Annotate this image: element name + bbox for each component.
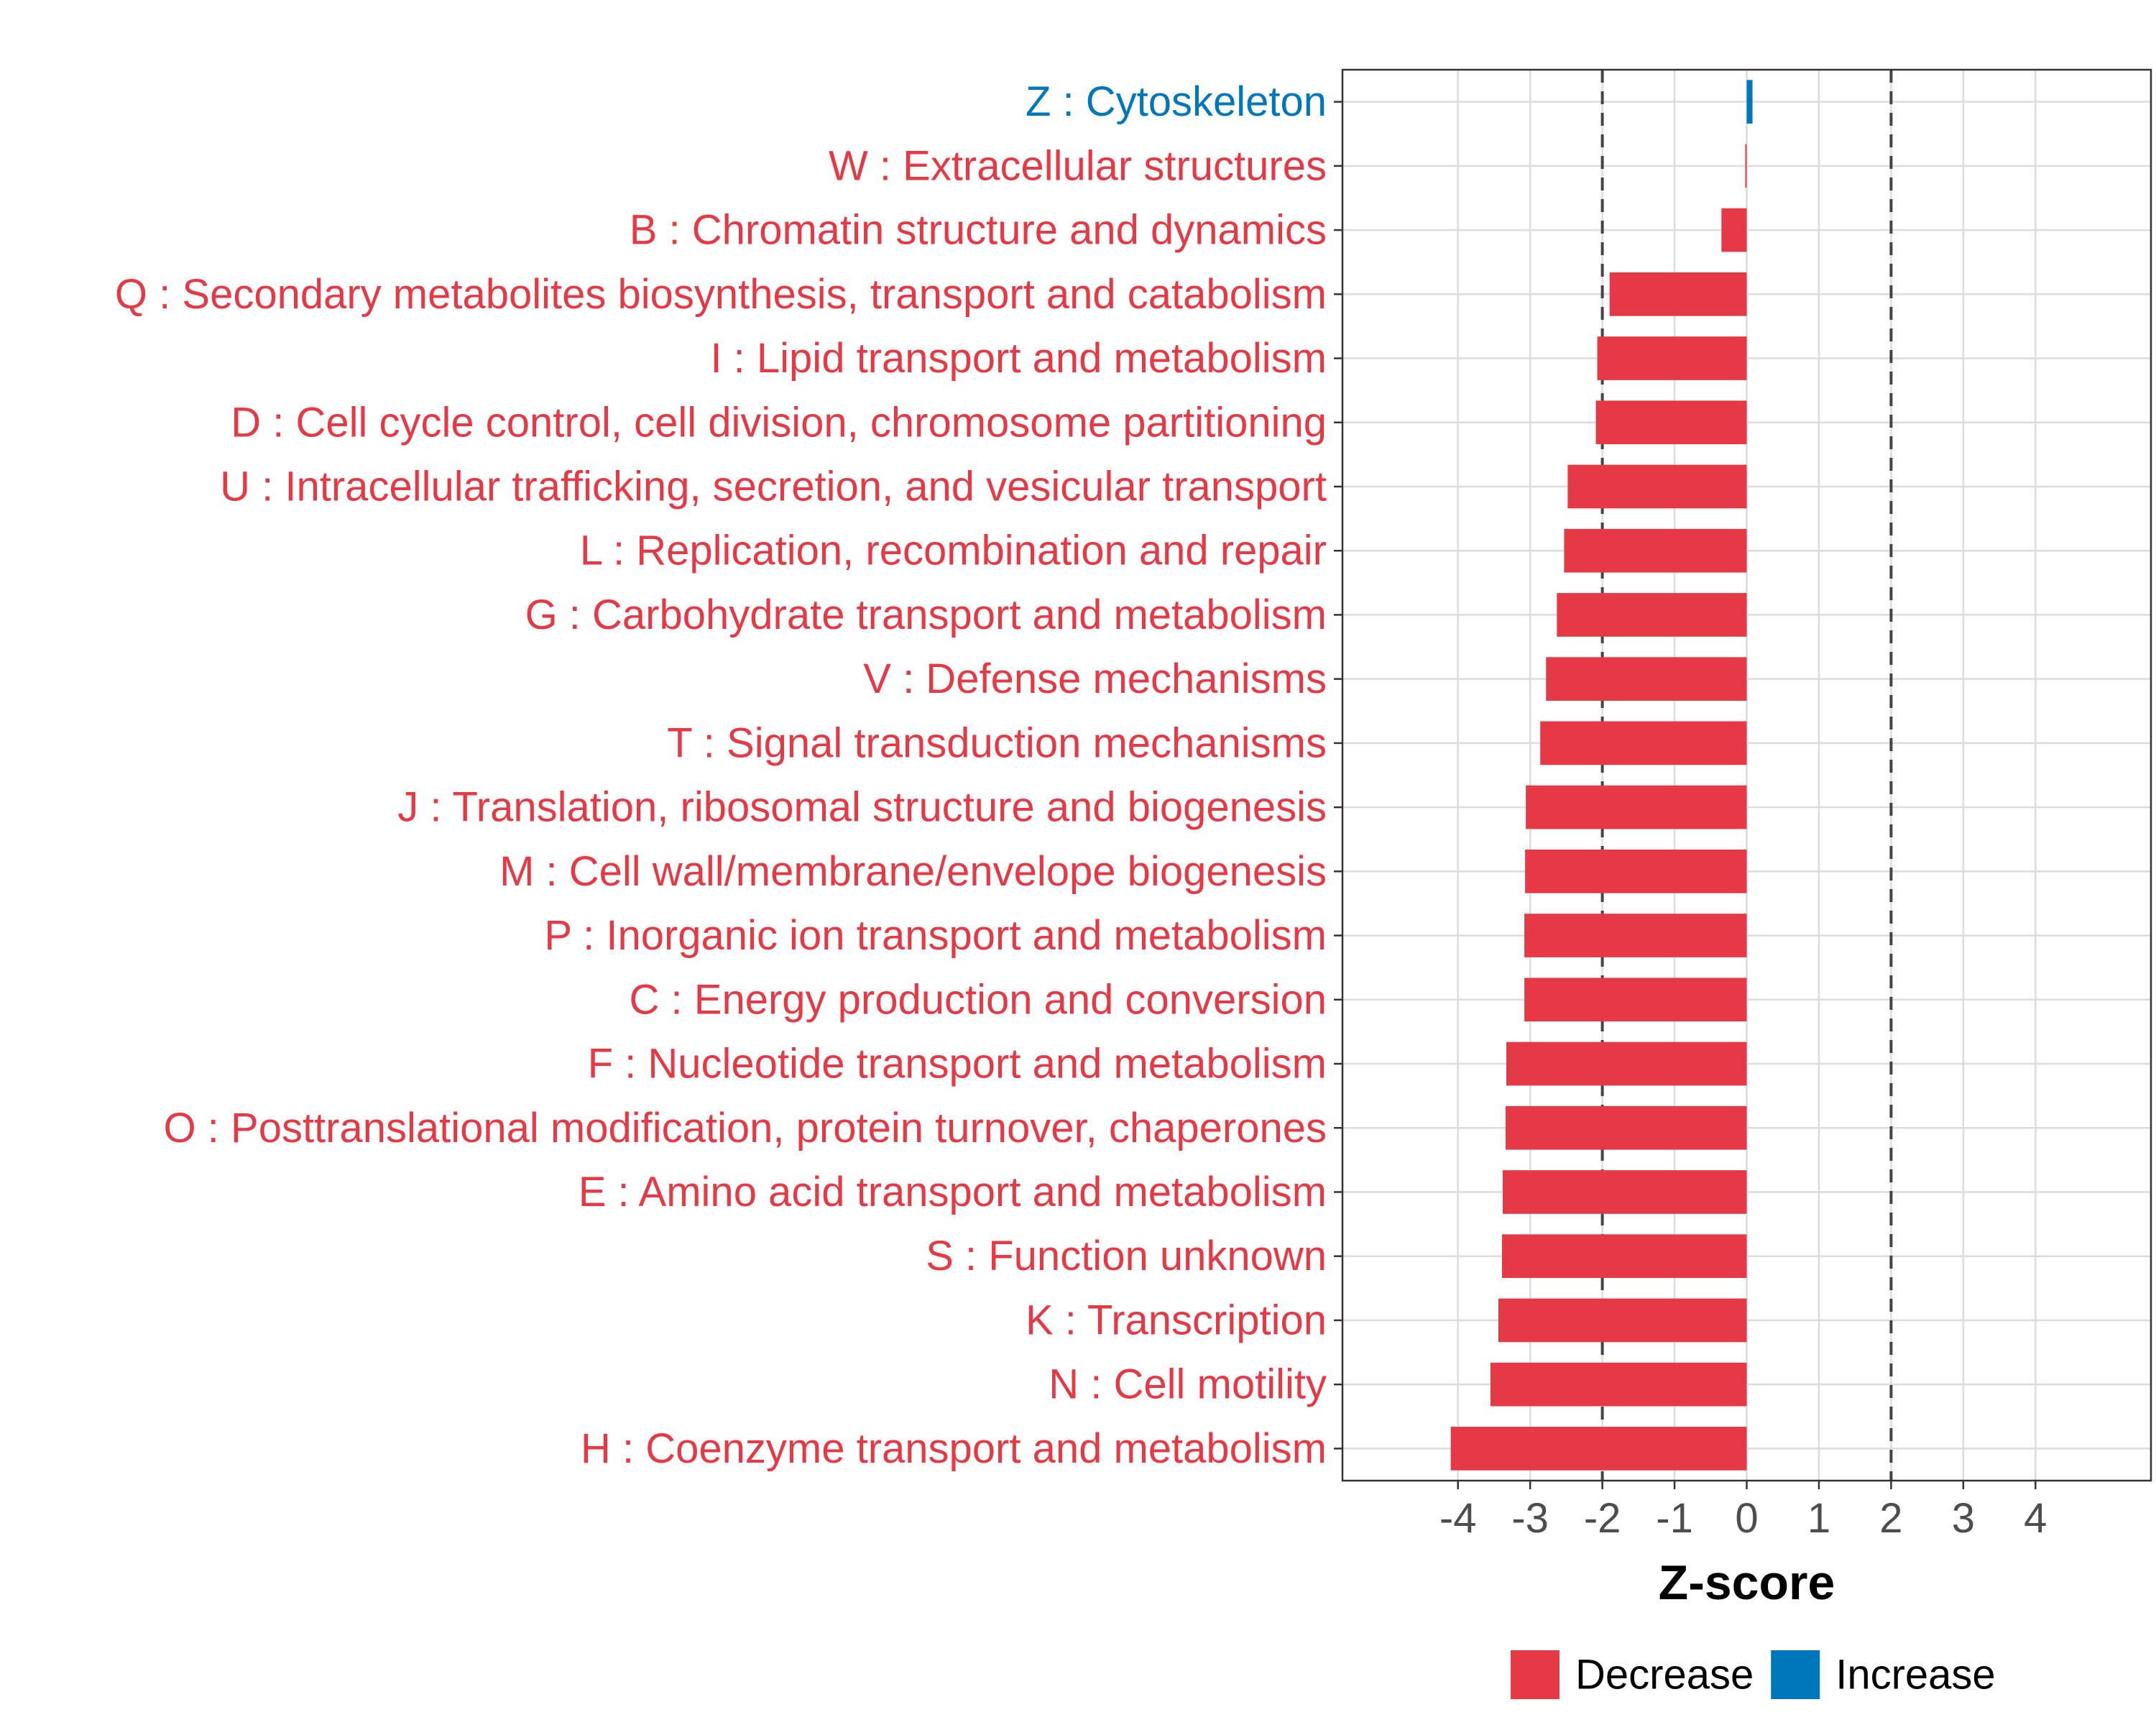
category-label-o-posttranslational-modification-protein-turnover-chaperones: O : Posttranslational modification, prot… <box>164 1105 1327 1151</box>
legend: Decrease Increase <box>1511 1650 1996 1699</box>
x-tick-label: 0 <box>1735 1495 1758 1542</box>
bar-b-chromatin-structure-and-dynamics <box>1721 208 1747 252</box>
x-tick-label: 4 <box>2024 1495 2047 1542</box>
category-label-g-carbohydrate-transport-and-metabolism: G : Carbohydrate transport and metabolis… <box>525 592 1327 638</box>
legend-swatch-decrease <box>1511 1650 1560 1699</box>
x-tick-label: 1 <box>1807 1495 1830 1542</box>
category-label-p-inorganic-ion-transport-and-metabolism: P : Inorganic ion transport and metaboli… <box>544 912 1327 959</box>
category-label-q-secondary-metabolites-biosynthesis-transport-and-catabolism: Q : Secondary metabolites biosynthesis, … <box>115 271 1327 318</box>
bar-s-function-unknown <box>1501 1234 1747 1279</box>
category-label-w-extracellular-structures: W : Extracellular structures <box>829 142 1327 189</box>
bar-u-intracellular-trafficking-secretion-and-vesicular-transport <box>1567 464 1747 509</box>
category-label-t-signal-transduction-mechanisms: T : Signal transduction mechanisms <box>667 719 1327 766</box>
bar-f-nucleotide-transport-and-metabolism <box>1506 1041 1747 1086</box>
x-tick-label: -2 <box>1584 1495 1621 1542</box>
x-tick-label: 3 <box>1952 1495 1975 1542</box>
category-label-z-cytoskeleton: Z : Cytoskeleton <box>1026 78 1327 125</box>
category-label-c-energy-production-and-conversion: C : Energy production and conversion <box>630 976 1327 1023</box>
bar-p-inorganic-ion-transport-and-metabolism <box>1524 914 1747 957</box>
category-label-s-function-unknown: S : Function unknown <box>926 1233 1327 1279</box>
bar-e-amino-acid-transport-and-metabolism <box>1502 1170 1747 1214</box>
bar-w-extracellular-structures <box>1745 144 1747 188</box>
x-tick-label: -1 <box>1656 1495 1693 1542</box>
category-label-k-transcription: K : Transcription <box>1026 1297 1327 1343</box>
bar-i-lipid-transport-and-metabolism <box>1597 336 1747 380</box>
x-axis-ticks: -4 -3 -2 -1 0 1 2 3 4 <box>1439 1481 2047 1542</box>
bar-o-posttranslational-modification-protein-turnover-chaperones <box>1506 1105 1747 1150</box>
legend-label-increase: Increase <box>1835 1652 1995 1698</box>
x-tick-label: 2 <box>1879 1495 1902 1542</box>
category-label-f-nucleotide-transport-and-metabolism: F : Nucleotide transport and metabolism <box>588 1041 1327 1087</box>
bar-j-translation-ribosomal-structure-and-biogenesis <box>1526 785 1747 829</box>
x-tick-label: -3 <box>1511 1495 1549 1542</box>
bar-d-cell-cycle-control-cell-division-chromosome-partitioning <box>1595 400 1747 445</box>
bar-v-defense-mechanisms <box>1546 657 1747 701</box>
category-label-h-coenzyme-transport-and-metabolism: H : Coenzyme transport and metabolism <box>581 1425 1327 1472</box>
bar-c-energy-production-and-conversion <box>1524 978 1747 1022</box>
category-label-l-replication-recombination-and-repair: L : Replication, recombination and repai… <box>580 528 1327 574</box>
bar-m-cell-wall-membrane-envelope-biogenesis <box>1525 850 1747 893</box>
bar-g-carbohydrate-transport-and-metabolism <box>1557 593 1747 637</box>
category-label-e-amino-acid-transport-and-metabolism: E : Amino acid transport and metabolism <box>579 1169 1327 1215</box>
category-label-m-cell-wall-membrane-envelope-biogenesis: M : Cell wall/membrane/envelope biogenes… <box>499 848 1327 895</box>
legend-swatch-increase <box>1771 1650 1820 1699</box>
y-axis-ticks <box>1334 101 1342 1450</box>
bar-t-signal-transduction-mechanisms <box>1540 721 1747 765</box>
x-tick-label: -4 <box>1439 1495 1477 1542</box>
bar-k-transcription <box>1498 1298 1747 1343</box>
bar-l-replication-recombination-and-repair <box>1564 528 1747 573</box>
category-label-v-defense-mechanisms: V : Defense mechanisms <box>863 656 1327 702</box>
category-label-n-cell-motility: N : Cell motility <box>1049 1361 1327 1408</box>
bar-h-coenzyme-transport-and-metabolism <box>1450 1427 1747 1471</box>
category-label-d-cell-cycle-control-cell-division-chromosome-partitioning: D : Cell cycle control, cell division, c… <box>231 399 1327 446</box>
category-label-i-lipid-transport-and-metabolism: I : Lipid transport and metabolism <box>710 335 1327 382</box>
category-label-j-translation-ribosomal-structure-and-biogenesis: J : Translation, ribosomal structure and… <box>397 784 1327 831</box>
y-axis-category-labels: Z : Cytoskeleton W : Extracellular struct… <box>115 78 1327 1472</box>
category-label-u-intracellular-trafficking-secretion-and-vesicular-transport: U : Intracellular trafficking, secretion… <box>220 463 1327 510</box>
legend-label-decrease: Decrease <box>1575 1652 1754 1698</box>
x-axis-title: Z-score <box>1659 1555 1835 1610</box>
bar-q-secondary-metabolites-biosynthesis-transport-and-catabolism <box>1609 272 1747 316</box>
bars <box>1450 80 1753 1471</box>
category-label-b-chromatin-structure-and-dynamics: B : Chromatin structure and dynamics <box>630 207 1327 254</box>
bar-n-cell-motility <box>1490 1362 1747 1407</box>
bar-z-cytoskeleton <box>1746 80 1753 124</box>
